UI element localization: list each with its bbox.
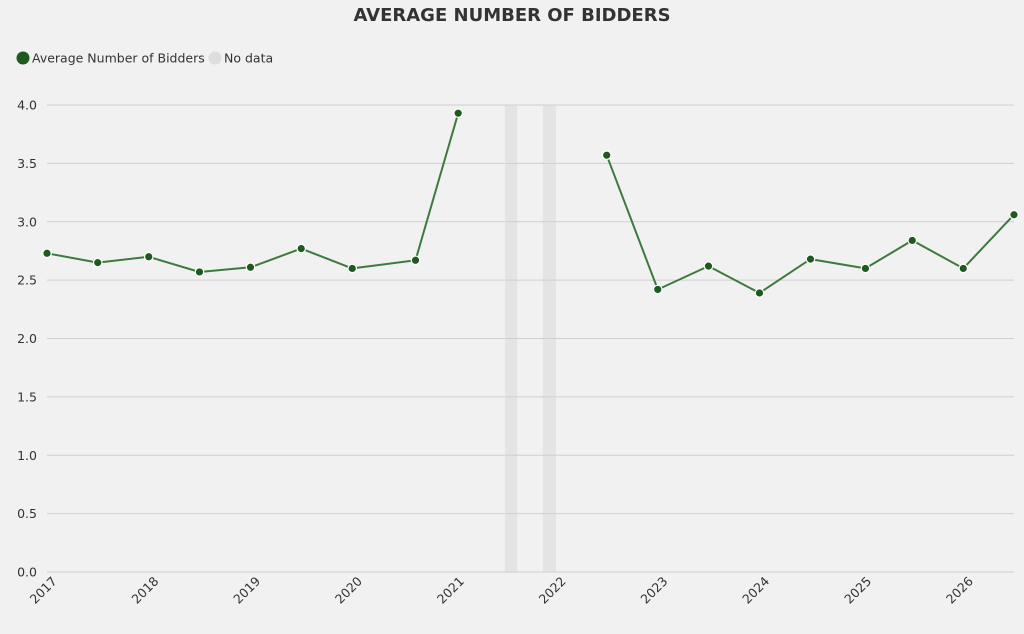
- series-line: [46, 112, 460, 273]
- data-point[interactable]: [453, 108, 463, 118]
- y-tick-label: 0.0: [17, 565, 37, 580]
- chart-title: AVERAGE NUMBER OF BIDDERS: [353, 5, 670, 26]
- y-tick-label: 2.0: [17, 331, 37, 346]
- x-tick-label: 2022: [536, 574, 569, 607]
- data-point[interactable]: [296, 243, 307, 254]
- data-point[interactable]: [1009, 209, 1019, 220]
- x-tick-label: 2019: [230, 573, 263, 606]
- x-tick-label: 2021: [434, 574, 467, 607]
- y-tick-label: 1.5: [17, 389, 37, 404]
- legend-item-no-data[interactable]: No data: [208, 51, 274, 66]
- legend-label-series: Average Number of Bidders: [32, 51, 205, 66]
- data-point[interactable]: [860, 263, 871, 274]
- data-point[interactable]: [958, 263, 969, 274]
- x-axis-ticks: 2017 2018 2019 2020 2021 2022 2023 2024 2025 2026: [27, 573, 976, 606]
- y-tick-label: 3.0: [17, 214, 37, 229]
- x-tick-label: 2024: [739, 573, 772, 606]
- legend-item-series[interactable]: Average Number of Bidders: [16, 51, 205, 66]
- data-point[interactable]: [754, 288, 765, 298]
- data-point[interactable]: [42, 248, 52, 259]
- y-tick-label: 0.5: [17, 506, 37, 521]
- data-point[interactable]: [805, 254, 816, 264]
- x-tick-label: 2025: [841, 574, 874, 607]
- series-points: [42, 108, 1019, 298]
- legend-swatch-no-data: [208, 51, 222, 65]
- x-tick-label: 2023: [637, 574, 670, 607]
- data-point[interactable]: [92, 257, 103, 268]
- y-tick-label: 4.0: [17, 98, 37, 113]
- y-axis-ticks: 0.0 0.5 1.0 1.5 2.0 2.5 3.0 3.5 4.0: [17, 98, 37, 580]
- y-tick-label: 2.5: [17, 273, 37, 288]
- data-point[interactable]: [601, 150, 612, 161]
- x-tick-label: 2018: [128, 573, 161, 606]
- series-line: [605, 154, 1015, 294]
- data-point[interactable]: [347, 263, 358, 274]
- y-gridlines: [47, 104, 1014, 573]
- y-tick-label: 1.0: [17, 448, 37, 463]
- data-point[interactable]: [907, 235, 918, 246]
- legend-swatch-series: [16, 51, 30, 65]
- data-point[interactable]: [194, 267, 205, 277]
- y-tick-label: 3.5: [17, 156, 37, 171]
- data-point[interactable]: [143, 251, 154, 262]
- legend-label-no-data: No data: [224, 51, 273, 66]
- data-point[interactable]: [245, 262, 256, 273]
- x-tick-label: 2026: [943, 573, 976, 606]
- data-point[interactable]: [410, 255, 421, 266]
- data-point[interactable]: [703, 261, 714, 271]
- x-tick-label: 2020: [332, 573, 365, 606]
- data-point[interactable]: [652, 284, 663, 295]
- legend: Average Number of Bidders No data: [16, 51, 274, 66]
